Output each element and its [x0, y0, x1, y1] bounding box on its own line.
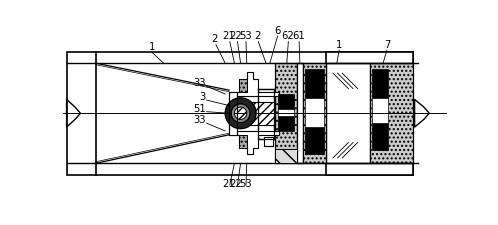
Text: 2: 2: [254, 31, 261, 41]
Bar: [229, 113, 237, 135]
Text: 6: 6: [274, 26, 281, 36]
Bar: [229, 92, 237, 113]
Bar: [297, 63, 303, 163]
Text: 1: 1: [336, 40, 342, 50]
Bar: [373, 123, 387, 150]
Text: 61: 61: [292, 31, 305, 41]
Bar: [373, 98, 387, 123]
Bar: [275, 149, 297, 163]
Bar: [305, 127, 324, 154]
Text: 62: 62: [281, 31, 294, 41]
Bar: [373, 69, 387, 98]
Bar: [370, 63, 413, 163]
Polygon shape: [229, 102, 275, 125]
Bar: [277, 94, 294, 109]
Text: 21: 21: [222, 31, 235, 41]
Text: 1: 1: [149, 42, 155, 52]
Text: 21: 21: [222, 179, 235, 189]
Polygon shape: [229, 72, 279, 96]
Bar: [275, 63, 297, 163]
Wedge shape: [232, 104, 250, 122]
Bar: [277, 109, 294, 116]
Text: 22: 22: [230, 179, 243, 189]
Text: 51: 51: [193, 104, 206, 114]
Wedge shape: [225, 98, 256, 129]
Text: 33: 33: [193, 78, 206, 88]
Bar: [305, 98, 324, 127]
Bar: [303, 63, 326, 163]
Bar: [239, 79, 247, 92]
Bar: [264, 137, 273, 146]
Bar: [67, 52, 413, 175]
Text: 7: 7: [383, 40, 390, 50]
Bar: [277, 116, 294, 131]
Text: 3: 3: [200, 92, 206, 102]
Polygon shape: [229, 131, 279, 154]
Text: 2: 2: [211, 34, 218, 44]
Bar: [326, 63, 370, 163]
Bar: [305, 69, 324, 98]
Text: 53: 53: [239, 31, 251, 41]
Bar: [326, 52, 413, 175]
Bar: [257, 89, 274, 139]
Text: 33: 33: [193, 115, 206, 125]
Text: 22: 22: [230, 31, 243, 41]
Bar: [239, 135, 247, 148]
Text: 53: 53: [239, 179, 251, 189]
